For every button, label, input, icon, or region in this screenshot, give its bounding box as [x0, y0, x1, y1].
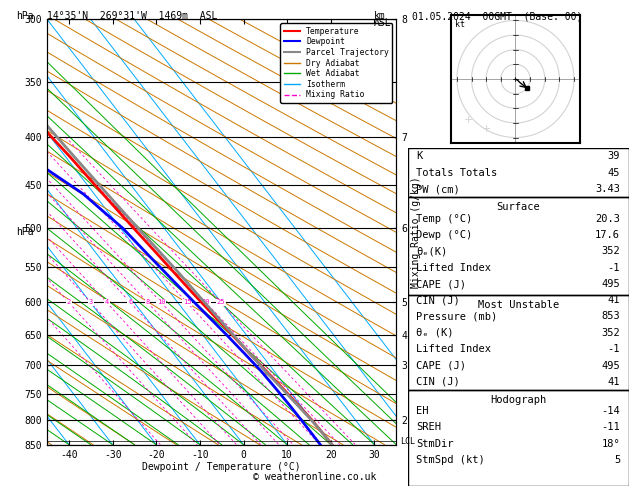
Text: -11: -11 [601, 422, 620, 433]
Text: Hodograph: Hodograph [490, 395, 547, 404]
Text: 3.43: 3.43 [595, 184, 620, 194]
Text: Dewp (°C): Dewp (°C) [416, 230, 473, 240]
Text: EH: EH [416, 406, 429, 416]
Text: Totals Totals: Totals Totals [416, 168, 498, 178]
Legend: Temperature, Dewpoint, Parcel Trajectory, Dry Adiabat, Wet Adiabat, Isotherm, Mi: Temperature, Dewpoint, Parcel Trajectory… [281, 23, 392, 103]
Text: 20: 20 [201, 299, 210, 306]
Text: θₑ(K): θₑ(K) [416, 246, 448, 256]
Text: 45: 45 [608, 168, 620, 178]
Text: hPa: hPa [16, 11, 33, 21]
Text: 01.05.2024  00GMT  (Base: 00): 01.05.2024 00GMT (Base: 00) [412, 11, 582, 21]
Text: CIN (J): CIN (J) [416, 377, 460, 387]
Text: StmSpd (kt): StmSpd (kt) [416, 455, 485, 465]
Y-axis label: Mixing Ratio (g/kg): Mixing Ratio (g/kg) [411, 176, 421, 288]
Text: -1: -1 [608, 344, 620, 354]
Text: 41: 41 [608, 295, 620, 305]
Text: 352: 352 [601, 246, 620, 256]
Text: Lifted Index: Lifted Index [416, 262, 491, 273]
Text: 10: 10 [157, 299, 165, 306]
Text: SREH: SREH [416, 422, 442, 433]
Text: StmDir: StmDir [416, 439, 454, 449]
Text: CAPE (J): CAPE (J) [416, 361, 467, 371]
Text: 8: 8 [145, 299, 150, 306]
Text: 495: 495 [601, 361, 620, 371]
Text: Surface: Surface [496, 202, 540, 212]
Text: PW (cm): PW (cm) [416, 184, 460, 194]
Text: 14°35'N  269°31'W  1469m  ASL: 14°35'N 269°31'W 1469m ASL [47, 11, 218, 21]
Text: 3: 3 [89, 299, 93, 306]
Text: 2: 2 [67, 299, 71, 306]
Text: CAPE (J): CAPE (J) [416, 279, 467, 289]
Text: Pressure (mb): Pressure (mb) [416, 312, 498, 321]
Text: 495: 495 [601, 279, 620, 289]
Text: Temp (°C): Temp (°C) [416, 213, 473, 224]
Text: ASL: ASL [374, 18, 392, 28]
Text: Lifted Index: Lifted Index [416, 344, 491, 354]
Text: θₑ (K): θₑ (K) [416, 328, 454, 338]
Text: -14: -14 [601, 406, 620, 416]
Text: +: + [482, 124, 491, 134]
Text: K: K [416, 151, 423, 161]
Text: km: km [374, 11, 386, 21]
Text: hPa: hPa [16, 227, 33, 237]
Text: 5: 5 [614, 455, 620, 465]
Text: 15: 15 [183, 299, 191, 306]
Text: © weatheronline.co.uk: © weatheronline.co.uk [253, 472, 376, 482]
Text: CIN (J): CIN (J) [416, 295, 460, 305]
Text: 39: 39 [608, 151, 620, 161]
Text: 20.3: 20.3 [595, 213, 620, 224]
Text: 352: 352 [601, 328, 620, 338]
Text: Most Unstable: Most Unstable [477, 300, 559, 310]
Text: 17.6: 17.6 [595, 230, 620, 240]
Text: LCL: LCL [400, 437, 415, 446]
Text: -1: -1 [608, 262, 620, 273]
Text: 4: 4 [104, 299, 109, 306]
Text: 18°: 18° [601, 439, 620, 449]
Text: 41: 41 [608, 377, 620, 387]
Text: 25: 25 [216, 299, 225, 306]
Text: 853: 853 [601, 312, 620, 321]
Text: kt: kt [455, 20, 465, 29]
X-axis label: Dewpoint / Temperature (°C): Dewpoint / Temperature (°C) [142, 462, 301, 472]
Text: +: + [464, 115, 473, 125]
Text: 6: 6 [128, 299, 132, 306]
